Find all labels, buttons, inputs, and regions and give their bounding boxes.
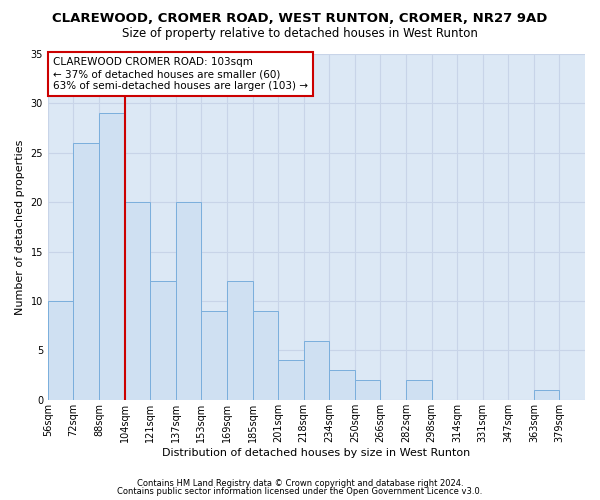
Bar [176, 202, 202, 400]
Bar [278, 360, 304, 400]
Text: CLAREWOOD CROMER ROAD: 103sqm
← 37% of detached houses are smaller (60)
63% of s: CLAREWOOD CROMER ROAD: 103sqm ← 37% of d… [53, 58, 308, 90]
Y-axis label: Number of detached properties: Number of detached properties [15, 139, 25, 314]
Bar [73, 143, 99, 400]
Bar [329, 370, 355, 400]
Bar [227, 281, 253, 400]
Text: Contains public sector information licensed under the Open Government Licence v3: Contains public sector information licen… [118, 487, 482, 496]
Bar [99, 114, 125, 400]
Bar [406, 380, 431, 400]
Bar [48, 301, 73, 400]
Bar [534, 390, 559, 400]
Text: CLAREWOOD, CROMER ROAD, WEST RUNTON, CROMER, NR27 9AD: CLAREWOOD, CROMER ROAD, WEST RUNTON, CRO… [52, 12, 548, 26]
Text: Size of property relative to detached houses in West Runton: Size of property relative to detached ho… [122, 28, 478, 40]
Bar [202, 311, 227, 400]
Bar [125, 202, 150, 400]
Text: Contains HM Land Registry data © Crown copyright and database right 2024.: Contains HM Land Registry data © Crown c… [137, 478, 463, 488]
Bar [253, 311, 278, 400]
Bar [304, 340, 329, 400]
Bar [355, 380, 380, 400]
Bar [150, 281, 176, 400]
X-axis label: Distribution of detached houses by size in West Runton: Distribution of detached houses by size … [163, 448, 470, 458]
